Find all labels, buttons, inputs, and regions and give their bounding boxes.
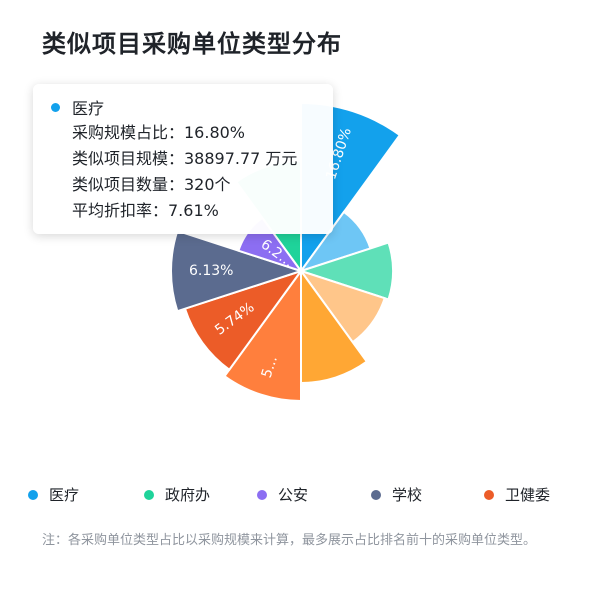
legend-label: 政府办 [165, 486, 211, 504]
legend-item-government-office[interactable]: 政府办 [144, 484, 210, 505]
chart-legend: 医疗 政府办 公安 学校 卫健委 [28, 484, 588, 506]
legend-item-health-commission[interactable]: 卫健委 [484, 484, 550, 505]
tooltip-row-share: 采购规模占比：16.80% [72, 123, 246, 142]
segment-label: 6.13% [189, 263, 233, 279]
legend-dot [371, 489, 381, 500]
tooltip-series-dot [51, 102, 60, 112]
legend-label: 学校 [392, 486, 423, 504]
tooltip-header: 医疗 [51, 94, 319, 120]
segment-label: 5... [259, 354, 281, 380]
legend-dot [144, 489, 154, 500]
legend-dot [484, 489, 494, 500]
legend-label: 公安 [278, 486, 309, 504]
tooltip-row-amount: 类似项目规模：38897.77 万元 [72, 149, 298, 168]
legend-item-police[interactable]: 公安 [257, 484, 308, 505]
legend-dot [257, 489, 267, 500]
legend-item-school[interactable]: 学校 [371, 484, 422, 505]
rose-segment[interactable] [223, 267, 302, 403]
tooltip-series-name: 医疗 [72, 99, 105, 118]
legend-item-medical[interactable]: 医疗 [28, 484, 79, 505]
legend-dot [28, 489, 38, 500]
legend-label: 卫健委 [505, 486, 551, 504]
tooltip-row-discount: 平均折扣率：7.61% [72, 201, 219, 220]
rose-segment[interactable] [297, 241, 395, 301]
legend-label: 医疗 [49, 486, 80, 504]
chart-title: 类似项目采购单位类型分布 [42, 30, 342, 58]
rose-segment[interactable] [183, 269, 304, 372]
rose-chart[interactable]: 16.80%5...5.74%6.13%6.2… [0, 0, 600, 470]
tooltip-row-count: 类似项目数量：320个 [72, 175, 231, 194]
footnote: 注：各采购单位类型占比以采购规模来计算，最多展示占比排名前十的采购单位类型。 [42, 533, 537, 548]
chart-tooltip: 医疗 采购规模占比：16.80% 类似项目规模：38897.77 万元 类似项目… [33, 84, 333, 234]
